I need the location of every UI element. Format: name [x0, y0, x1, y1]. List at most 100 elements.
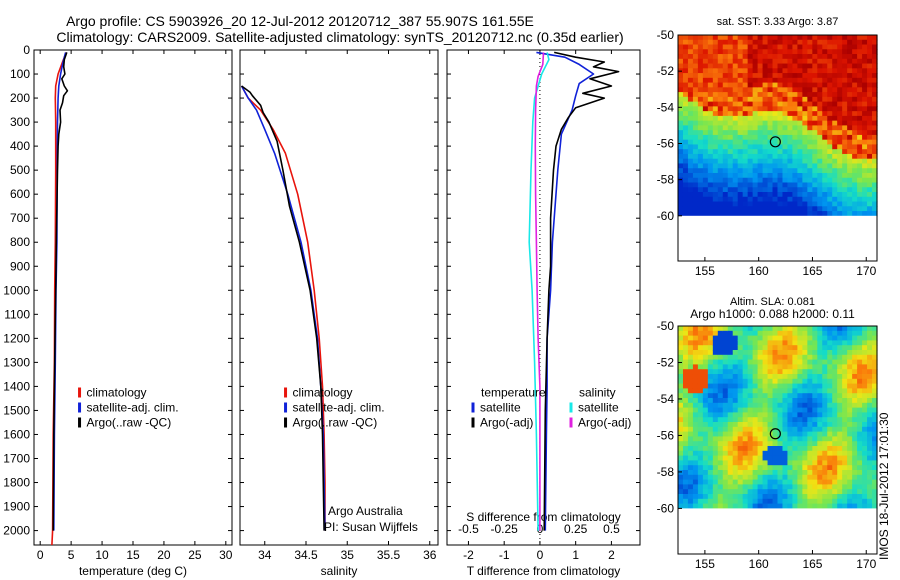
plot-frame: [446, 49, 641, 546]
x-axis-label: temperature (deg C): [79, 564, 187, 578]
y-tick-label: 1700: [3, 451, 30, 465]
map-y-tick-label: -58: [657, 173, 675, 187]
y-tick-label: 700: [10, 211, 30, 225]
map-subtitle: Argo h1000: 0.088 h2000: 0.11: [690, 307, 855, 321]
series-line: [240, 85, 326, 531]
legend-label: climatology: [87, 386, 147, 400]
y-tick-label: 200: [10, 91, 30, 105]
map-x-tick-label: 165: [802, 264, 822, 278]
x-tick-label: 0: [537, 548, 544, 562]
y-tick-label: 300: [10, 115, 30, 129]
y-tick-label: 900: [10, 259, 30, 273]
y-tick-label: 800: [10, 235, 30, 249]
y-tick-label: 1500: [3, 403, 30, 417]
y-tick-label: 1900: [3, 500, 30, 514]
x-tick-label: 5: [68, 548, 75, 562]
x-tick-label: 34.5: [294, 548, 318, 562]
map-x-tick-label: 170: [856, 264, 876, 278]
map-y-tick-label: -58: [657, 465, 675, 479]
map-x-tick-label: 160: [749, 557, 769, 571]
x-tick-label: 15: [126, 548, 140, 562]
legend-label: Argo(..raw -QC): [293, 416, 378, 430]
y-tick-label: 0: [23, 43, 30, 57]
y-tick-label: 1800: [3, 476, 30, 490]
map-x-tick-label: 155: [695, 264, 715, 278]
series-line: [241, 85, 325, 531]
y-tick-label: 1300: [3, 355, 30, 369]
annotation: PI: Susan Wijffels: [324, 520, 418, 534]
map-raster: [678, 326, 878, 509]
map-y-tick-label: -50: [657, 319, 675, 333]
series-line: [52, 52, 69, 531]
map-y-tick-label: -50: [657, 28, 675, 42]
difference-panel: -2 -1 0 1 2 T difference from climatology -0.5…: [446, 49, 641, 578]
series-line: [528, 52, 550, 531]
x-tick-label: -2: [463, 548, 474, 562]
x-tick-label: 34: [258, 548, 272, 562]
legend-label: satellite-adj. clim.: [293, 401, 385, 415]
timestamp-stamp: IMOS 18-Jul-2012 17:01:30: [877, 412, 891, 560]
legend-label: Argo(-adj): [578, 416, 631, 430]
map-title: Altim. SLA: 0.081: [730, 296, 815, 308]
map-blank-area: [678, 215, 877, 261]
x-tick-label: 10: [95, 548, 109, 562]
x-tick-label: 35.5: [377, 548, 401, 562]
map-title: sat. SST: 3.33 Argo: 3.87: [717, 16, 839, 28]
salinity-panel: 34 34.5 35 35.5 36 salinity climatologysatelli…: [239, 49, 439, 578]
map-y-tick-label: -60: [657, 209, 675, 223]
map-y-tick-label: -54: [657, 392, 675, 406]
legend-group-title: temperature: [481, 386, 546, 400]
y-tick-label: 1600: [3, 427, 30, 441]
map-blank-area: [678, 508, 877, 554]
y-tick-label: 1000: [3, 283, 30, 297]
y-tick-label: 2000: [3, 524, 30, 538]
x-tick-label: 25: [188, 548, 202, 562]
map-y-tick-label: -52: [657, 355, 675, 369]
temperature-panel: 0 5 10 15 20 25 30 temperature (deg C) 0 100 200 30…: [3, 43, 233, 578]
sst-map: 155 160 165 170 -50 -52 -54 -56 -58 -60 sat. SST: …: [657, 16, 878, 278]
x-tick-label: 1: [572, 548, 579, 562]
legend-label: climatology: [293, 386, 353, 400]
argo-float-marker: [769, 136, 781, 148]
legend-label: satellite-adj. clim.: [87, 401, 179, 415]
y-tick-label: 400: [10, 139, 30, 153]
legend-label: satellite: [578, 401, 619, 415]
map-y-tick-label: -52: [657, 64, 675, 78]
x-axis-label: salinity: [321, 564, 358, 578]
x-tick-label: 0: [37, 548, 44, 562]
y-tick-label: 100: [10, 67, 30, 81]
map-x-tick-label: 165: [802, 557, 822, 571]
map-x-tick-label: 160: [749, 264, 769, 278]
map-raster: [678, 35, 878, 217]
series-line: [534, 52, 545, 531]
legend-label: satellite: [480, 401, 521, 415]
map-y-tick-label: -60: [657, 501, 675, 515]
x-axis-label: T difference from climatology: [467, 564, 621, 578]
top-tick-label: -0.5: [458, 522, 479, 536]
top-tick-label: -0.25: [491, 522, 519, 536]
map-x-tick-label: 170: [856, 557, 876, 571]
title-line2: Climatology: CARS2009. Satellite-adjuste…: [56, 29, 623, 45]
legend-group-title: salinity: [579, 386, 616, 400]
annotation: Argo Australia: [328, 504, 403, 518]
x-tick-label: 20: [157, 548, 171, 562]
top-tick-label: 0.25: [564, 522, 588, 536]
x-tick-label: 35: [341, 548, 355, 562]
plot-frame: [33, 49, 233, 546]
y-tick-label: 1100: [4, 307, 30, 321]
argo-float-marker: [769, 428, 781, 440]
map-frame: [677, 34, 878, 262]
y-tick-label: 500: [10, 163, 30, 177]
y-tick-label: 1400: [3, 379, 30, 393]
y-tick-label: 1200: [3, 331, 30, 345]
series-line: [543, 51, 620, 531]
x-tick-label: 36: [423, 548, 437, 562]
legend-label: Argo(-adj): [480, 416, 533, 430]
map-y-tick-label: -56: [657, 136, 675, 150]
secondary-axis-label: S difference from climatology: [466, 510, 621, 524]
y-tick-label: 600: [10, 187, 30, 201]
map-y-tick-label: -54: [657, 100, 675, 114]
x-tick-label: 2: [608, 548, 615, 562]
x-tick-label: -1: [499, 548, 510, 562]
legend-label: Argo(..raw -QC): [87, 416, 172, 430]
